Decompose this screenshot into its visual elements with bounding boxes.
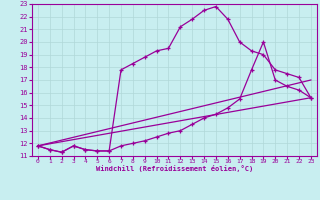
X-axis label: Windchill (Refroidissement éolien,°C): Windchill (Refroidissement éolien,°C) — [96, 165, 253, 172]
